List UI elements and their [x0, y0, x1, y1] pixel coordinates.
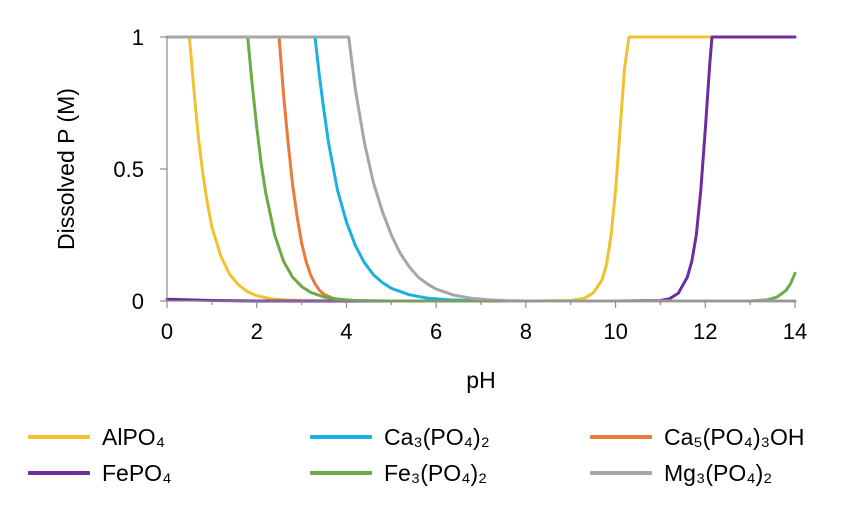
legend-item-fepo4: FePO₄	[28, 456, 171, 490]
legend-swatch-ca3po42	[310, 435, 372, 439]
legend-swatch-fe3po42	[310, 471, 372, 475]
x-tick-label: 0	[161, 319, 173, 344]
legend-label-ca5po43oh: Ca₅(PO₄)₃OH	[664, 423, 805, 450]
legend-item-ca5po43oh: Ca₅(PO₄)₃OH	[590, 420, 804, 454]
x-tick-label: 14	[783, 319, 807, 344]
legend: AlPO₄ Ca₃(PO₄)₂ Ca₅(PO₄)₃OH FePO₄ Fe₃(PO…	[0, 410, 850, 500]
x-tick-label: 8	[520, 319, 532, 344]
x-tick-label: 12	[693, 319, 717, 344]
legend-item-fe3po42: Fe₃(PO₄)₂	[310, 456, 487, 490]
legend-label-fepo4: FePO₄	[102, 459, 172, 486]
legend-item-alpo4: AlPO₄	[28, 420, 165, 454]
legend-label-alpo4: AlPO₄	[102, 423, 166, 450]
legend-label-mg3po42: Mg₃(PO₄)₂	[664, 459, 773, 486]
legend-swatch-alpo4	[28, 435, 90, 439]
series-line-4	[165, 35, 797, 303]
legend-item-mg3po42: Mg₃(PO₄)₂	[590, 456, 772, 490]
legend-swatch-mg3po42	[590, 471, 652, 475]
legend-label-ca3po42: Ca₃(PO₄)₂	[384, 423, 490, 450]
y-tick-label: 1	[132, 25, 144, 50]
legend-item-ca3po42: Ca₃(PO₄)₂	[310, 420, 490, 454]
axes-group: 0 2 4 6 8 10 12 14 0 0.5 1	[113, 25, 807, 344]
y-axis-title: Dissolved P (M)	[53, 88, 79, 250]
legend-swatch-fepo4	[28, 471, 90, 475]
legend-swatch-ca5po43oh	[590, 435, 652, 439]
x-tick-label: 6	[430, 319, 442, 344]
x-tick-label: 10	[603, 319, 627, 344]
legend-label-fe3po42: Fe₃(PO₄)₂	[384, 459, 488, 486]
x-tick-label: 4	[340, 319, 352, 344]
y-tick-label: 0	[132, 289, 144, 314]
x-axis-title: pH	[466, 367, 495, 393]
y-tick-label: 0.5	[113, 157, 144, 182]
x-tick-label: 2	[251, 319, 263, 344]
plot-series-group	[165, 35, 797, 303]
